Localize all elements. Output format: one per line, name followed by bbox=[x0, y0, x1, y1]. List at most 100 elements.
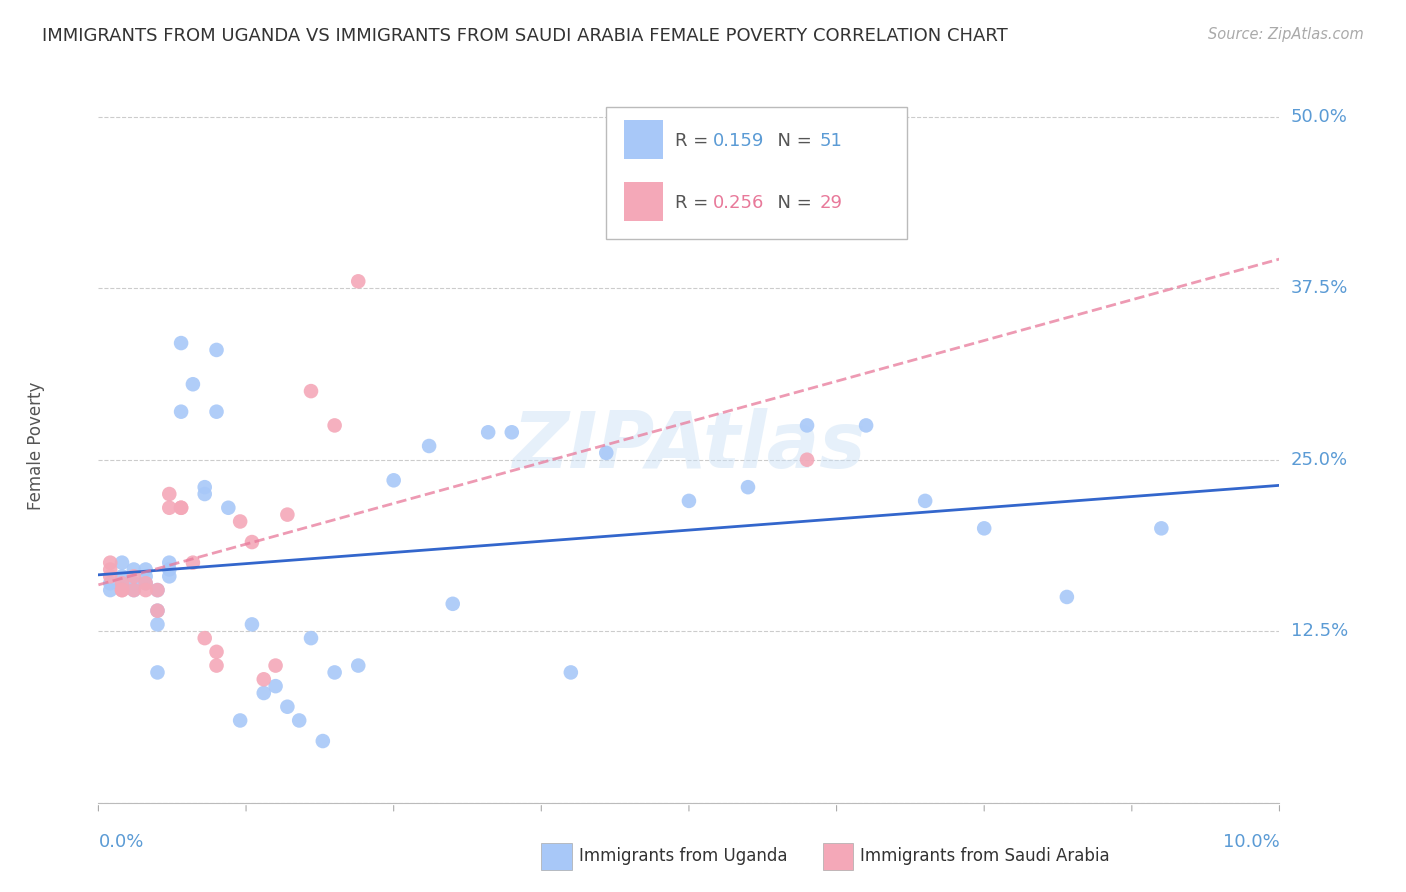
Point bbox=[135, 562, 157, 576]
Point bbox=[323, 418, 346, 433]
Point bbox=[205, 405, 228, 419]
Text: 12.5%: 12.5% bbox=[1291, 623, 1348, 640]
FancyBboxPatch shape bbox=[606, 107, 907, 239]
Point bbox=[157, 500, 180, 515]
Text: 25.0%: 25.0% bbox=[1291, 450, 1348, 468]
Point bbox=[1056, 590, 1078, 604]
Point bbox=[181, 556, 204, 570]
Point bbox=[157, 562, 180, 576]
Text: 0.0%: 0.0% bbox=[98, 833, 143, 851]
Point bbox=[347, 274, 370, 288]
Text: 0.256: 0.256 bbox=[713, 194, 763, 212]
Point bbox=[146, 665, 169, 680]
Point bbox=[796, 452, 818, 467]
Point bbox=[264, 679, 287, 693]
Point bbox=[122, 576, 145, 591]
Point bbox=[170, 500, 193, 515]
Point bbox=[1150, 521, 1173, 535]
Point bbox=[205, 343, 228, 357]
Point bbox=[418, 439, 440, 453]
Point bbox=[157, 556, 180, 570]
Point bbox=[253, 673, 276, 687]
Point bbox=[170, 500, 193, 515]
Text: IMMIGRANTS FROM UGANDA VS IMMIGRANTS FROM SAUDI ARABIA FEMALE POVERTY CORRELATIO: IMMIGRANTS FROM UGANDA VS IMMIGRANTS FRO… bbox=[42, 27, 1008, 45]
Point bbox=[111, 583, 134, 598]
Text: 0.159: 0.159 bbox=[713, 132, 763, 150]
Point bbox=[98, 569, 121, 583]
Text: 10.0%: 10.0% bbox=[1223, 833, 1279, 851]
Point bbox=[501, 425, 523, 440]
Point bbox=[299, 631, 322, 645]
Point bbox=[276, 508, 298, 522]
Point bbox=[135, 569, 157, 583]
Point bbox=[194, 631, 217, 645]
Text: Female Poverty: Female Poverty bbox=[27, 382, 45, 510]
Text: N =: N = bbox=[766, 194, 817, 212]
Point bbox=[146, 617, 169, 632]
Point bbox=[98, 583, 121, 598]
Point bbox=[122, 562, 145, 576]
Point bbox=[240, 617, 263, 632]
Point bbox=[205, 658, 228, 673]
Text: R =: R = bbox=[675, 194, 714, 212]
Point bbox=[170, 405, 193, 419]
Text: 51: 51 bbox=[820, 132, 844, 150]
Text: Immigrants from Saudi Arabia: Immigrants from Saudi Arabia bbox=[860, 847, 1111, 865]
Text: 29: 29 bbox=[820, 194, 844, 212]
Point bbox=[181, 377, 204, 392]
Point bbox=[122, 583, 145, 598]
Text: R =: R = bbox=[675, 132, 714, 150]
Point bbox=[170, 336, 193, 351]
Text: Source: ZipAtlas.com: Source: ZipAtlas.com bbox=[1208, 27, 1364, 42]
Point bbox=[973, 521, 995, 535]
Point bbox=[157, 487, 180, 501]
Point bbox=[276, 699, 298, 714]
Text: 37.5%: 37.5% bbox=[1291, 279, 1348, 297]
Point bbox=[146, 583, 169, 598]
Point bbox=[157, 569, 180, 583]
Text: Immigrants from Uganda: Immigrants from Uganda bbox=[579, 847, 787, 865]
Point bbox=[560, 665, 582, 680]
Point bbox=[229, 714, 252, 728]
Point bbox=[288, 714, 311, 728]
Point bbox=[855, 418, 877, 433]
Point bbox=[135, 576, 157, 591]
Point bbox=[312, 734, 335, 748]
Point bbox=[111, 583, 134, 598]
Point bbox=[135, 576, 157, 591]
Point bbox=[146, 583, 169, 598]
Point bbox=[737, 480, 759, 494]
Point bbox=[146, 604, 169, 618]
Point bbox=[194, 480, 217, 494]
Point bbox=[382, 473, 405, 487]
Point bbox=[111, 569, 134, 583]
Point bbox=[111, 556, 134, 570]
Point bbox=[98, 562, 121, 576]
Point bbox=[229, 515, 252, 529]
Point bbox=[323, 665, 346, 680]
Point bbox=[595, 446, 617, 460]
Point bbox=[146, 604, 169, 618]
Point bbox=[194, 487, 217, 501]
Point bbox=[111, 576, 134, 591]
Point bbox=[441, 597, 464, 611]
Point bbox=[299, 384, 322, 398]
FancyBboxPatch shape bbox=[624, 182, 664, 221]
FancyBboxPatch shape bbox=[624, 120, 664, 159]
Point bbox=[914, 494, 936, 508]
Text: N =: N = bbox=[766, 132, 817, 150]
Point bbox=[111, 576, 134, 591]
Point bbox=[122, 583, 145, 598]
Point bbox=[477, 425, 499, 440]
Point bbox=[98, 576, 121, 591]
Text: 50.0%: 50.0% bbox=[1291, 108, 1347, 126]
Point bbox=[205, 645, 228, 659]
Point bbox=[796, 418, 818, 433]
Point bbox=[347, 658, 370, 673]
Point bbox=[122, 569, 145, 583]
Point bbox=[264, 658, 287, 673]
Point bbox=[217, 500, 239, 515]
Point bbox=[135, 583, 157, 598]
Point bbox=[98, 556, 121, 570]
Text: ZIPAtlas: ZIPAtlas bbox=[512, 408, 866, 484]
